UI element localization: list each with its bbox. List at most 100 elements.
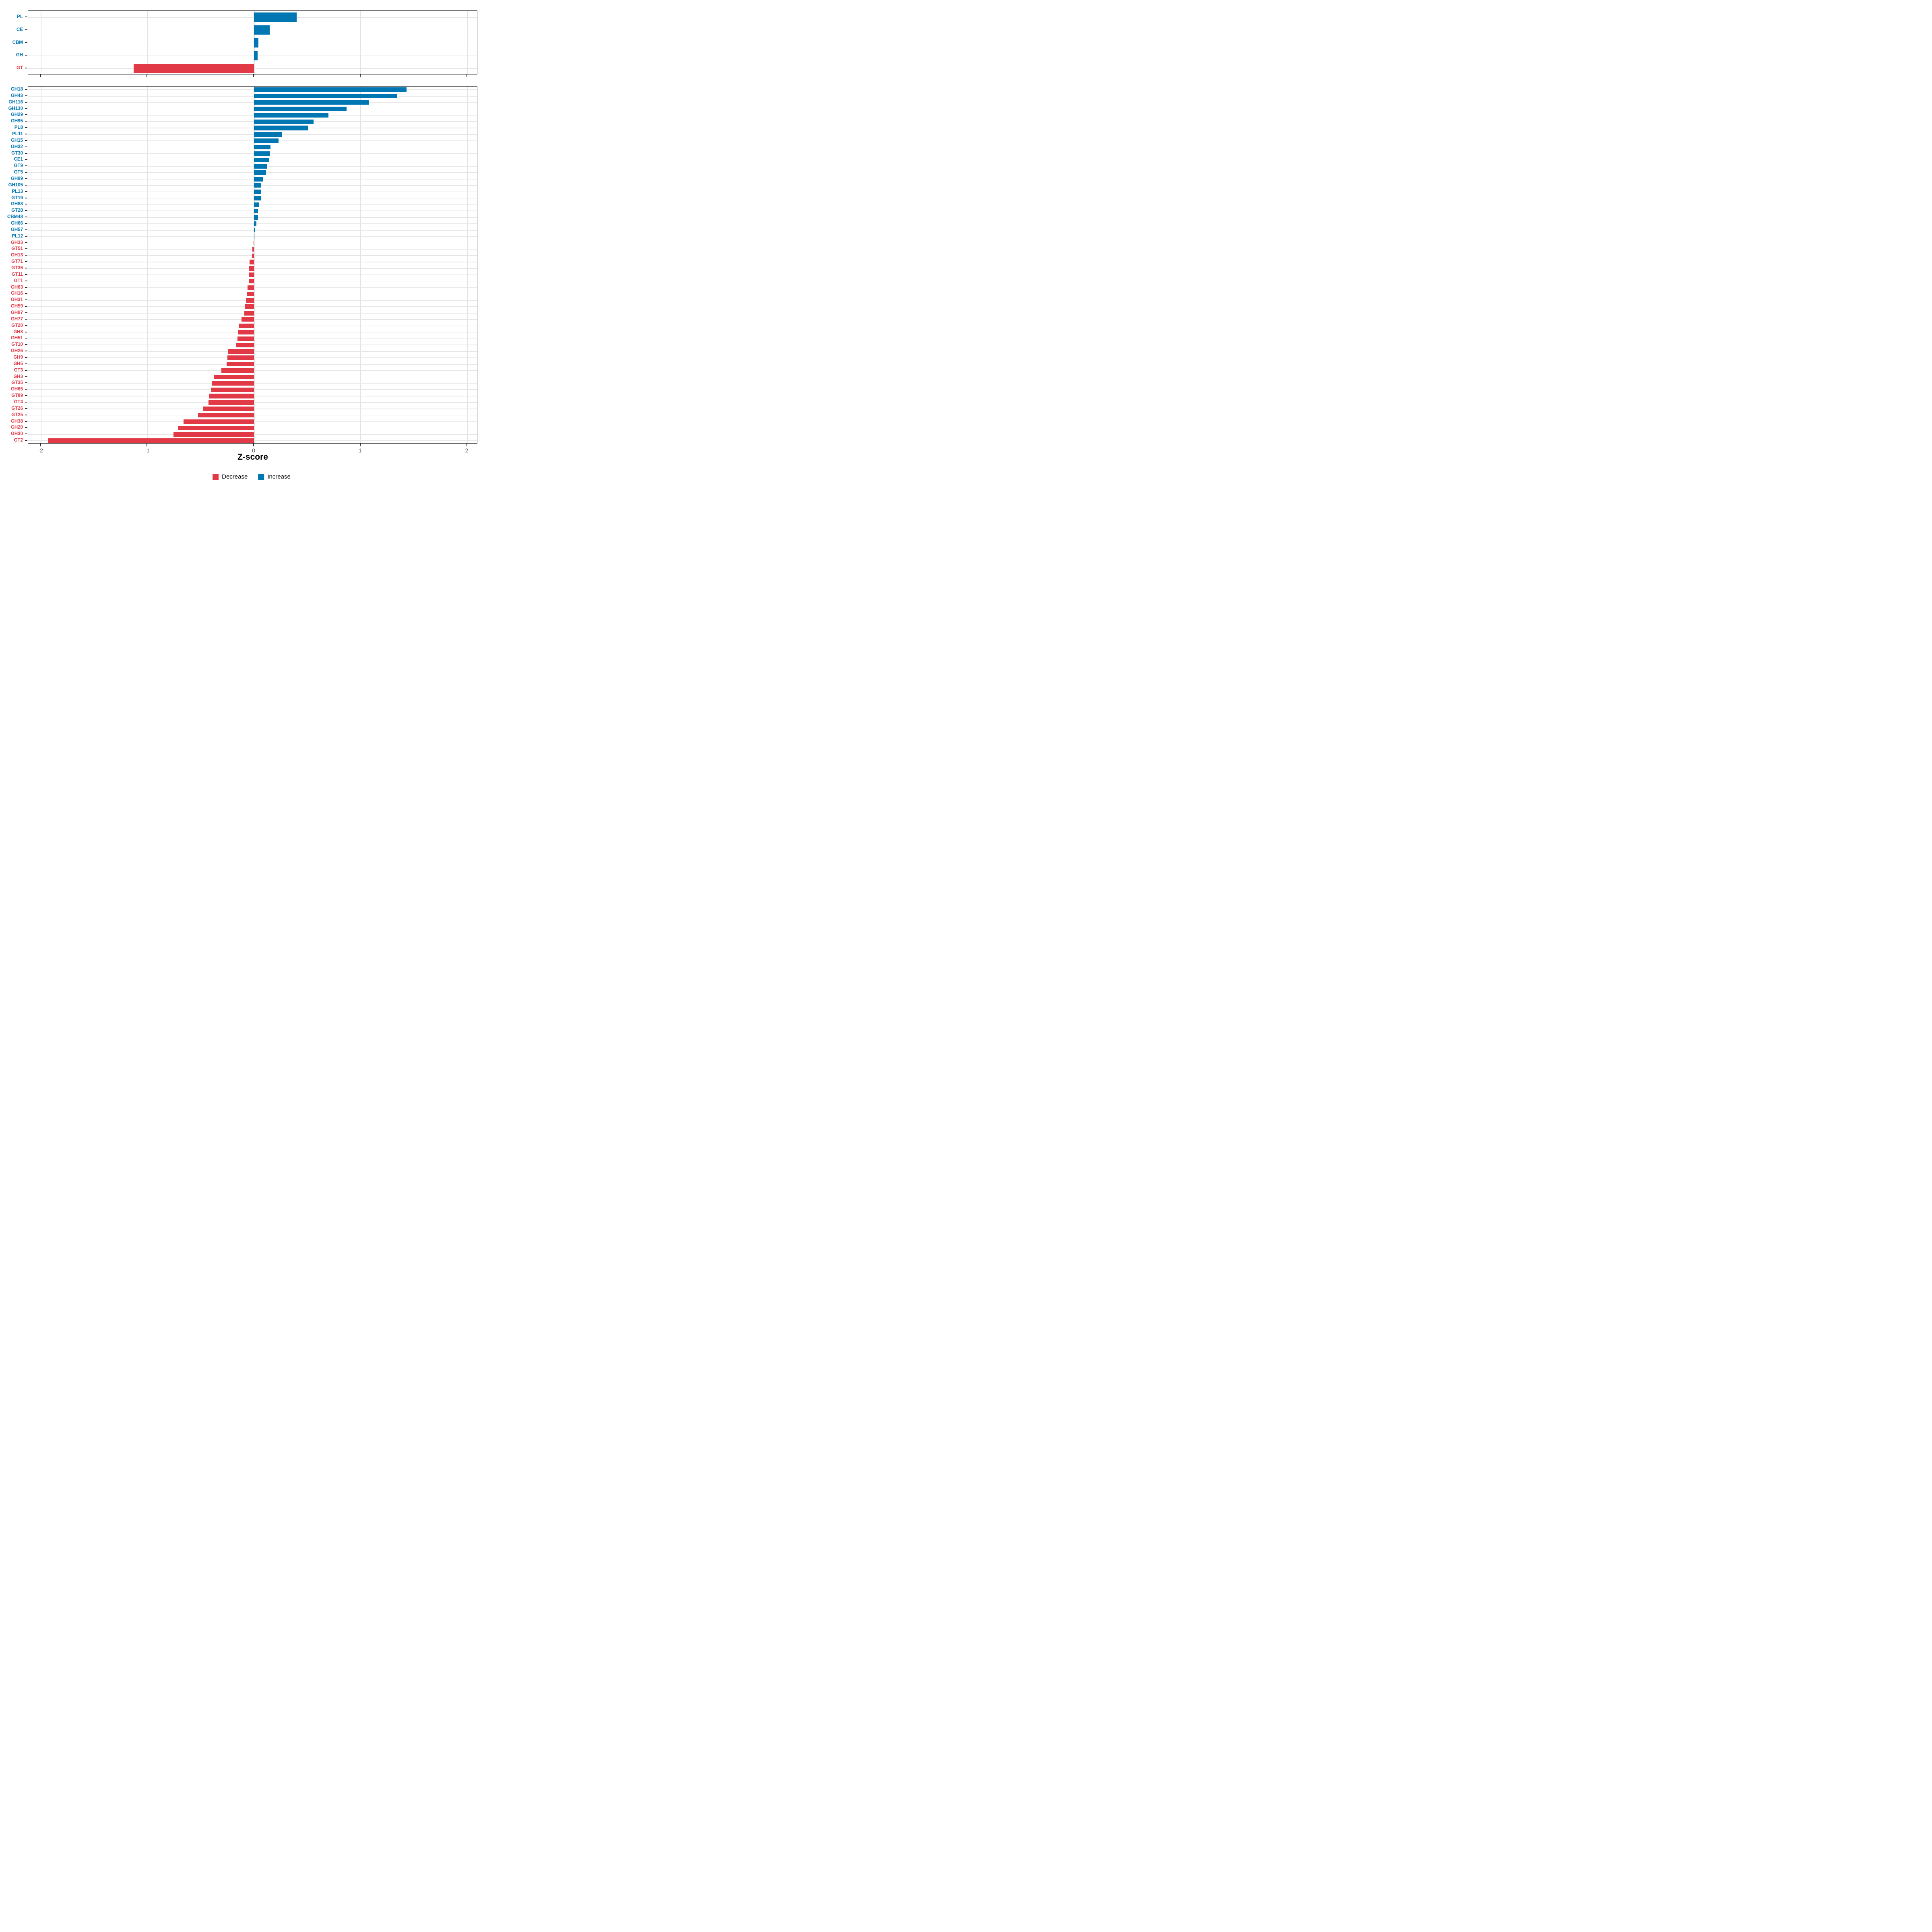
- bar-GH16: [247, 291, 254, 297]
- y-tick: [25, 382, 27, 384]
- x-tick: [40, 74, 41, 77]
- y-tick: [25, 121, 27, 122]
- y-tick: [25, 363, 27, 364]
- category-label-GT4: GT4: [14, 399, 23, 405]
- category-label-GH31: GH31: [10, 297, 23, 303]
- category-label-GH16: GH16: [10, 291, 23, 296]
- x-tick-label-0: 0: [252, 447, 256, 454]
- category-label-GH29: GH29: [10, 112, 23, 118]
- bar-GT2: [48, 438, 254, 443]
- y-tick: [25, 433, 27, 435]
- bar-GT20: [239, 323, 254, 328]
- y-gridline: [28, 204, 477, 205]
- category-label-GH15: GH15: [10, 138, 23, 143]
- bar-GH8: [237, 330, 254, 335]
- y-gridline: [28, 121, 477, 122]
- category-label-CE: CE: [17, 27, 23, 32]
- y-gridline: [28, 102, 477, 103]
- y-tick: [25, 248, 27, 250]
- category-label-GT51: GT51: [11, 246, 23, 252]
- bar-GT: [134, 64, 254, 73]
- y-tick: [25, 165, 27, 167]
- bar-GH30: [173, 432, 254, 437]
- x-gridline: [360, 11, 361, 74]
- y-tick: [25, 140, 27, 141]
- category-label-GH65: GH65: [10, 387, 23, 392]
- y-gridline: [28, 229, 477, 231]
- category-label-GH116: GH116: [8, 99, 23, 105]
- bar-GH59: [245, 304, 254, 309]
- category-label-GH9: GH9: [13, 355, 23, 360]
- y-gridline: [28, 166, 477, 167]
- bar-CBM: [254, 38, 258, 47]
- chart-page: { "axis": { "title": "Z-score", "ticks":…: [0, 0, 483, 483]
- y-tick: [25, 242, 27, 243]
- y-tick: [25, 127, 27, 128]
- x-tick: [466, 74, 467, 77]
- category-label-GT35: GT35: [11, 380, 23, 386]
- y-tick: [25, 287, 27, 288]
- y-gridline: [28, 217, 477, 218]
- category-label-PL: PL: [17, 14, 23, 19]
- bar-GT36: [249, 266, 254, 271]
- y-gridline: [28, 179, 477, 180]
- y-gridline: [28, 29, 477, 31]
- category-label-GH97: GH97: [10, 310, 23, 315]
- category-label-GT2: GT2: [14, 438, 23, 443]
- category-label-GH43: GH43: [10, 93, 23, 98]
- bar-CE: [254, 25, 270, 35]
- bar-GH9: [227, 355, 254, 360]
- bar-GT4: [208, 400, 254, 405]
- y-tick: [25, 178, 27, 179]
- x-tick-label--1: -1: [144, 447, 150, 454]
- category-label-GT89: GT89: [11, 393, 23, 398]
- y-tick: [25, 338, 27, 339]
- y-tick: [25, 389, 27, 390]
- category-label-GH5: GH5: [13, 361, 23, 366]
- y-tick: [25, 395, 27, 396]
- bar-GH18: [254, 87, 407, 92]
- bar-PL: [254, 12, 297, 22]
- bar-GT9: [254, 164, 267, 169]
- top-facet-panel: [28, 10, 477, 74]
- bar-GT10: [236, 343, 254, 347]
- y-tick: [25, 306, 27, 307]
- x-gridline: [360, 87, 361, 443]
- y-tick: [25, 299, 27, 301]
- y-gridline: [28, 159, 477, 161]
- category-label-GH105: GH105: [8, 182, 23, 188]
- y-tick: [25, 408, 27, 409]
- bar-CBM48: [254, 215, 258, 220]
- category-label-GH26: GH26: [10, 349, 23, 354]
- category-label-GT3: GT3: [14, 367, 23, 373]
- y-tick: [25, 191, 27, 192]
- y-gridline: [28, 89, 477, 90]
- category-label-GT11: GT11: [11, 272, 23, 277]
- category-label-GH88: GH88: [10, 202, 23, 207]
- legend-item-decrease: Decrease: [213, 473, 248, 480]
- category-label-CE1: CE1: [14, 157, 23, 162]
- y-tick: [25, 95, 27, 96]
- x-gridline: [147, 87, 148, 443]
- bar-GT71: [249, 260, 254, 264]
- category-label-GT26: GT26: [11, 406, 23, 411]
- category-label-GH130: GH130: [8, 106, 23, 111]
- bar-GT89: [209, 394, 254, 398]
- category-label-GT10: GT10: [11, 342, 23, 347]
- y-tick: [25, 421, 27, 422]
- category-label-GT30: GT30: [11, 151, 23, 156]
- category-label-GH99: GH99: [10, 176, 23, 181]
- y-tick: [25, 293, 27, 294]
- category-label-GH8: GH8: [13, 329, 23, 334]
- category-label-GT1: GT1: [14, 278, 23, 283]
- y-tick: [25, 274, 27, 275]
- y-gridline: [28, 223, 477, 224]
- y-gridline: [28, 185, 477, 186]
- y-tick: [25, 101, 27, 103]
- y-tick: [25, 369, 27, 371]
- y-gridline: [28, 242, 477, 244]
- y-tick: [25, 318, 27, 320]
- bar-GH38: [184, 419, 254, 424]
- legend-label-increase: Increase: [267, 473, 291, 480]
- bar-GT28: [254, 208, 258, 213]
